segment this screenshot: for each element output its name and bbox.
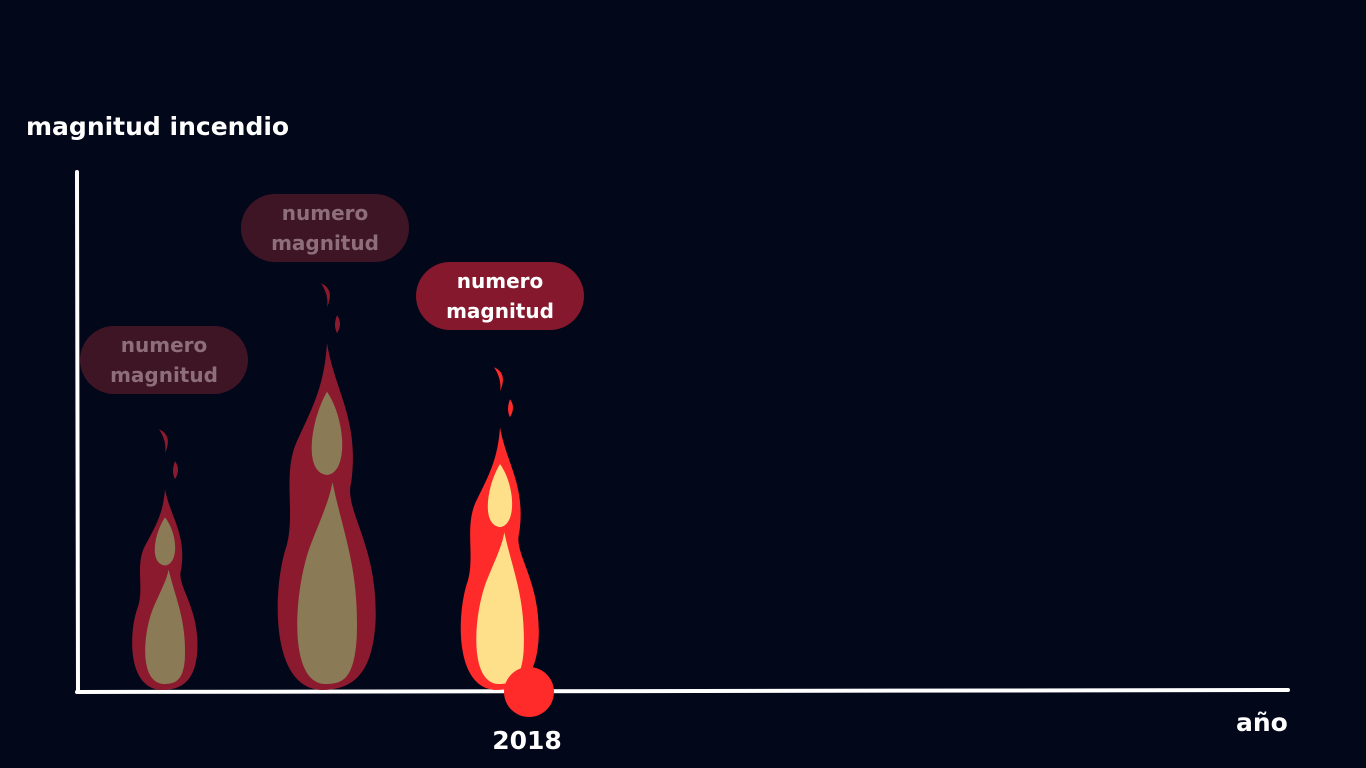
flame-bar[interactable] xyxy=(460,367,539,690)
flame-inner-top xyxy=(311,391,343,476)
flame-bar[interactable] xyxy=(132,429,198,690)
bar-label-number: numero xyxy=(456,269,544,293)
y-axis xyxy=(75,170,80,694)
flame-inner xyxy=(297,481,357,684)
bar-label-bubble: numero magnitud xyxy=(80,326,248,394)
flame-bars xyxy=(132,283,539,690)
flame-inner-top xyxy=(154,517,176,566)
y-axis-title: magnitud incendio xyxy=(26,112,290,141)
flame-spark xyxy=(335,315,340,334)
flame-spark xyxy=(508,399,513,418)
flame-inner xyxy=(476,532,524,684)
bar-label-bubble-active: numero magnitud xyxy=(416,262,584,330)
flame-inner-top xyxy=(487,463,513,528)
flame-spark xyxy=(321,283,330,308)
flame-spark xyxy=(494,367,503,392)
flame-spark xyxy=(159,429,168,454)
bar-label-number: numero xyxy=(281,201,369,225)
bar-label-number: numero xyxy=(120,333,208,357)
bar-label-magnitude: magnitud xyxy=(271,231,379,255)
flame-inner xyxy=(145,569,185,684)
x-axis xyxy=(75,688,1290,694)
flame-spark xyxy=(173,461,178,480)
flame-bar[interactable] xyxy=(277,283,376,690)
bar-label-magnitude: magnitud xyxy=(110,363,218,387)
bar-label-bubble: numero magnitud xyxy=(241,194,409,262)
x-axis-title: año xyxy=(1236,708,1288,737)
year-marker[interactable] xyxy=(504,667,554,717)
bar-label-magnitude: magnitud xyxy=(446,299,554,323)
x-tick-label-2018: 2018 xyxy=(492,726,562,755)
